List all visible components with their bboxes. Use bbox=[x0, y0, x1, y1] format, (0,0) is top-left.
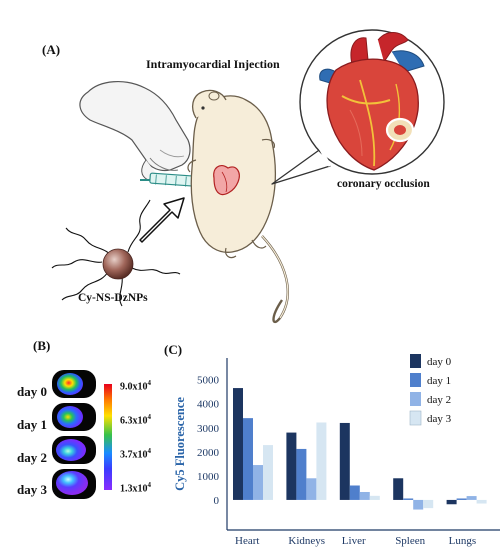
heart-fluorescence-images bbox=[52, 370, 96, 499]
bar-lungs-day-2 bbox=[466, 496, 477, 500]
bar-liver-day-3 bbox=[369, 495, 380, 500]
rat-heart-icon bbox=[213, 165, 240, 196]
bar-chart: 5000 4000 3000 2000 1000 0 Cy5 Fluorescence Hea… bbox=[173, 354, 500, 547]
colorbar-tick: 3.7x104 bbox=[120, 447, 151, 461]
bar-lungs-day-1 bbox=[456, 498, 467, 500]
y-tick-label: 4000 bbox=[197, 399, 220, 411]
gloved-hand-icon bbox=[79, 81, 191, 181]
zoom-caption: coronary occlusion bbox=[337, 178, 430, 190]
colorbar-tick: 1.3x104 bbox=[120, 481, 151, 495]
legend-label: day 0 bbox=[427, 356, 452, 368]
bar-liver-day-1 bbox=[349, 485, 360, 500]
x-category-label: Kidneys bbox=[288, 535, 325, 547]
bar-kidneys-day-0 bbox=[286, 432, 297, 500]
y-tick-label: 3000 bbox=[197, 423, 220, 435]
legend-label: day 1 bbox=[427, 375, 451, 387]
colorbar bbox=[104, 384, 112, 490]
y-tick-label: 5000 bbox=[197, 375, 220, 387]
bar-kidneys-day-3 bbox=[316, 422, 327, 500]
day-label: day 1 bbox=[17, 417, 47, 432]
x-category-label: Liver bbox=[342, 535, 366, 547]
y-axis-title: Cy5 Fluorescence bbox=[173, 397, 187, 491]
colorbar-tick: 9.0x104 bbox=[120, 379, 151, 393]
bar-spleen-day-3 bbox=[423, 499, 434, 509]
legend-swatch bbox=[410, 392, 421, 406]
panel-a-illustration bbox=[51, 29, 445, 324]
legend-swatch bbox=[410, 373, 421, 387]
colorbar-tick: 6.3x104 bbox=[120, 413, 151, 427]
nanoparticle-icon bbox=[51, 199, 181, 307]
legend-swatch bbox=[409, 410, 422, 426]
panel-a-title: Intramyocardial Injection bbox=[146, 57, 280, 71]
legend-swatch bbox=[410, 354, 421, 368]
day-label: day 2 bbox=[17, 450, 47, 465]
day-label: day 3 bbox=[17, 482, 47, 497]
bar-spleen-day-2 bbox=[413, 499, 424, 510]
bar-heart-day-0 bbox=[233, 388, 243, 500]
bar-liver-day-2 bbox=[359, 491, 370, 500]
bar-spleen-day-0 bbox=[393, 478, 404, 500]
bar-lungs-day-3 bbox=[476, 499, 487, 504]
y-tick-label: 2000 bbox=[197, 447, 220, 459]
bar-kidneys-day-2 bbox=[306, 478, 317, 500]
rat-icon bbox=[187, 89, 289, 324]
bar-heart-day-1 bbox=[243, 418, 253, 500]
legend-label: day 2 bbox=[427, 394, 451, 406]
bar-kidneys-day-1 bbox=[296, 448, 307, 500]
x-category-label: Lungs bbox=[449, 535, 477, 547]
bar-liver-day-0 bbox=[339, 422, 350, 500]
day-label: day 0 bbox=[17, 384, 47, 399]
y-tick-label: 1000 bbox=[197, 471, 220, 483]
heart-anatomy-icon bbox=[319, 32, 425, 171]
arrow-icon bbox=[139, 197, 185, 243]
x-category-label: Spleen bbox=[395, 535, 425, 547]
panel-b-label: (B) bbox=[33, 338, 51, 353]
x-category-label: Heart bbox=[235, 535, 259, 547]
panel-c-label: (C) bbox=[164, 342, 183, 357]
bar-spleen-day-1 bbox=[403, 498, 414, 500]
legend-label: day 3 bbox=[427, 413, 452, 425]
bar-lungs-day-0 bbox=[446, 499, 457, 505]
bar-heart-day-2 bbox=[253, 465, 263, 500]
particle-name: Cy-NS-DzNPs bbox=[78, 292, 148, 304]
y-tick-label: 0 bbox=[214, 495, 220, 507]
bar-heart-day-3 bbox=[263, 445, 273, 500]
panel-a-label: (A) bbox=[42, 42, 61, 57]
